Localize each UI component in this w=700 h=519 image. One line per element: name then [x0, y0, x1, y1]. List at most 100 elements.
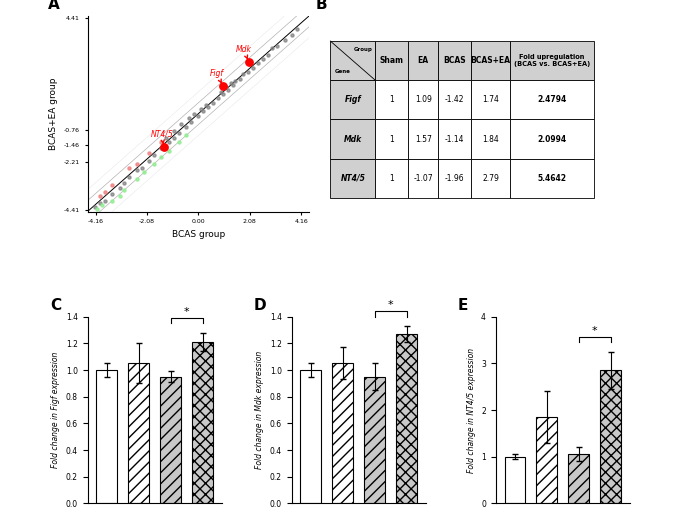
Text: EA: EA — [418, 56, 429, 65]
Point — [136, 164, 148, 172]
Point — [208, 99, 219, 107]
Text: Gene: Gene — [335, 69, 351, 74]
Bar — [97, 370, 117, 503]
Bar — [510, 80, 594, 119]
Bar — [505, 457, 525, 503]
Point — [119, 186, 130, 194]
Point — [195, 105, 206, 113]
Point — [203, 103, 214, 111]
Bar — [471, 119, 510, 159]
Text: BCAS+EA: BCAS+EA — [470, 56, 511, 65]
Bar — [408, 80, 438, 119]
Point — [181, 122, 192, 131]
Point — [94, 199, 106, 207]
Text: *: * — [592, 326, 598, 336]
Bar — [160, 377, 181, 503]
Point — [218, 82, 229, 90]
Point — [173, 129, 184, 138]
Point — [163, 138, 174, 146]
Bar — [471, 41, 510, 80]
Point — [106, 190, 118, 198]
Text: D: D — [254, 298, 267, 313]
Text: -1.14: -1.14 — [445, 134, 464, 144]
Point — [144, 148, 155, 157]
Point — [173, 138, 184, 146]
Point — [252, 59, 263, 67]
Point — [156, 153, 167, 161]
Bar — [330, 80, 375, 119]
Point — [218, 90, 229, 98]
Point — [94, 192, 106, 200]
Point — [234, 75, 246, 83]
Point — [119, 179, 130, 187]
Text: 1: 1 — [389, 134, 394, 144]
Point — [144, 157, 155, 166]
Text: -1.96: -1.96 — [445, 174, 465, 183]
Point — [230, 77, 241, 85]
Text: -1.42: -1.42 — [445, 95, 464, 104]
Point — [200, 101, 211, 109]
Y-axis label: Fold change in Figf expression: Fold change in Figf expression — [51, 352, 60, 468]
Point — [148, 151, 160, 159]
Point — [99, 188, 111, 196]
Text: Mdk: Mdk — [344, 134, 362, 144]
Point — [139, 168, 150, 176]
Point — [257, 55, 268, 63]
Text: C: C — [50, 298, 61, 313]
Text: E: E — [458, 298, 468, 313]
Point — [148, 159, 160, 168]
Point — [291, 24, 302, 33]
Point — [114, 192, 125, 200]
Point — [267, 44, 278, 52]
Point — [131, 166, 142, 174]
Text: 2.4794: 2.4794 — [538, 95, 567, 104]
Text: 1.74: 1.74 — [482, 95, 499, 104]
Text: -1.07: -1.07 — [414, 174, 433, 183]
Text: A: A — [48, 0, 60, 11]
Bar — [601, 371, 621, 503]
Bar — [471, 159, 510, 198]
Text: Figf: Figf — [209, 69, 223, 83]
Point — [158, 143, 169, 152]
Text: NT4/5: NT4/5 — [340, 174, 365, 183]
Point — [242, 68, 253, 76]
Bar — [330, 41, 375, 80]
Bar — [408, 119, 438, 159]
Bar — [375, 41, 408, 80]
Text: *: * — [184, 307, 190, 317]
Text: Sham: Sham — [380, 56, 404, 65]
Bar — [471, 80, 510, 119]
Bar — [330, 159, 375, 198]
Text: BCAS: BCAS — [443, 56, 466, 65]
Point — [186, 118, 197, 127]
Point — [176, 120, 187, 129]
Y-axis label: Fold change in Mdk expression: Fold change in Mdk expression — [256, 351, 264, 469]
Text: 1: 1 — [389, 174, 394, 183]
Point — [223, 86, 234, 94]
Bar — [300, 370, 321, 503]
Bar — [438, 119, 471, 159]
Point — [92, 205, 103, 213]
Text: Fold upregulation
(BCAS vs. BCAS+EA): Fold upregulation (BCAS vs. BCAS+EA) — [514, 54, 590, 67]
Text: 2.0994: 2.0994 — [538, 134, 567, 144]
Text: 1.57: 1.57 — [415, 134, 432, 144]
Point — [237, 70, 248, 78]
Point — [286, 31, 297, 39]
Point — [90, 203, 101, 211]
Bar — [332, 363, 354, 503]
Point — [198, 107, 209, 116]
Point — [106, 181, 118, 189]
Point — [114, 183, 125, 192]
Bar — [438, 159, 471, 198]
Text: Figf: Figf — [344, 95, 361, 104]
Point — [156, 144, 167, 153]
Bar — [375, 119, 408, 159]
Bar — [375, 159, 408, 198]
Point — [228, 81, 239, 89]
Point — [272, 42, 283, 50]
Point — [106, 197, 118, 205]
Text: 1.84: 1.84 — [482, 134, 499, 144]
Y-axis label: Fold change in NT4/5 expression: Fold change in NT4/5 expression — [467, 348, 475, 473]
Point — [156, 138, 167, 146]
Bar — [364, 377, 385, 503]
